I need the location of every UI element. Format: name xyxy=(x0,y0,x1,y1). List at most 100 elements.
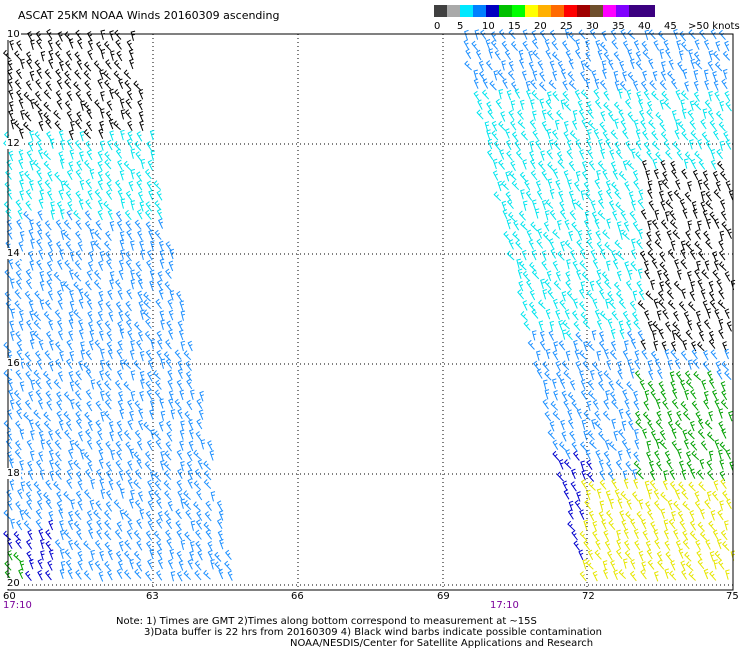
wind-barb xyxy=(708,410,713,422)
wind-barb xyxy=(136,518,143,529)
wind-barb xyxy=(139,508,145,520)
wind-barb xyxy=(619,510,625,521)
wind-barb xyxy=(703,69,709,80)
wind-barb xyxy=(589,280,595,292)
wind-barb xyxy=(592,530,599,541)
wind-barb xyxy=(610,560,616,571)
wind-barb xyxy=(16,40,23,51)
wind-barb xyxy=(708,290,715,301)
wind-barb xyxy=(103,70,111,80)
wind-barb xyxy=(689,249,696,260)
wind-barb xyxy=(592,570,598,582)
wind-barb xyxy=(590,249,597,260)
wind-barb xyxy=(618,569,627,580)
wind-barb xyxy=(44,299,52,311)
wind-barb xyxy=(683,158,689,169)
wind-barb xyxy=(147,479,153,491)
wind-barb xyxy=(108,118,114,130)
wind-barb xyxy=(647,188,653,199)
wind-barb xyxy=(214,561,222,572)
wind-barb xyxy=(510,120,517,131)
wind-barb xyxy=(614,141,621,152)
wind-barb xyxy=(586,100,593,112)
wind-barb xyxy=(15,199,23,210)
wind-barb xyxy=(627,330,634,341)
wind-barb xyxy=(704,79,709,91)
wind-barb xyxy=(602,410,611,421)
wind-barb xyxy=(685,450,692,462)
wind-barb xyxy=(129,349,135,361)
wind-barb xyxy=(108,421,114,432)
wind-barb xyxy=(16,349,23,360)
wind-barb xyxy=(24,111,32,122)
wind-barb xyxy=(688,49,693,60)
wind-barb xyxy=(18,241,24,252)
wind-barb xyxy=(165,529,172,540)
wind-barb xyxy=(517,268,523,279)
wind-barb xyxy=(649,479,657,490)
wind-barb xyxy=(608,441,617,451)
wind-barb xyxy=(688,139,694,150)
wind-barb xyxy=(694,150,702,161)
wind-barb xyxy=(545,348,551,360)
wind-barb xyxy=(491,130,499,141)
wind-barb xyxy=(198,409,204,420)
wind-barb xyxy=(54,460,62,471)
wind-barb xyxy=(619,60,625,72)
wind-barb xyxy=(691,340,697,352)
wind-barb xyxy=(154,229,162,240)
wind-barb xyxy=(634,540,641,551)
wind-barb xyxy=(16,408,23,420)
wind-barb xyxy=(56,500,63,512)
wind-barb xyxy=(650,279,655,291)
wind-barb xyxy=(630,338,637,349)
wind-barb xyxy=(694,39,700,50)
wind-barb xyxy=(603,370,612,380)
wind-barb xyxy=(657,290,665,301)
wind-barb xyxy=(624,398,630,410)
wind-barb xyxy=(552,91,560,102)
wind-barb xyxy=(549,209,557,221)
wind-barb xyxy=(130,340,135,351)
wind-barb xyxy=(478,60,484,72)
wind-barb xyxy=(37,148,43,160)
wind-barb xyxy=(594,420,603,431)
wind-barb xyxy=(113,59,122,70)
wind-barb xyxy=(193,501,201,511)
wind-barb xyxy=(573,540,580,551)
wind-barb xyxy=(691,450,700,461)
wind-barb xyxy=(125,469,133,480)
wind-barb xyxy=(165,241,172,252)
wind-barb xyxy=(9,458,14,469)
wind-barb xyxy=(630,238,636,249)
wind-barb xyxy=(705,191,712,202)
wind-barb xyxy=(124,569,132,580)
wind-barb xyxy=(15,331,22,342)
wind-barb xyxy=(136,339,143,351)
wind-barb xyxy=(686,460,693,472)
wind-barb xyxy=(589,369,595,381)
wind-barb xyxy=(642,428,647,439)
wind-barb xyxy=(554,119,560,130)
wind-barb xyxy=(134,429,142,441)
wind-barb xyxy=(136,179,143,191)
wind-barb xyxy=(693,100,702,111)
wind-barb xyxy=(14,449,22,460)
wind-barb xyxy=(531,249,537,261)
wind-barb xyxy=(565,49,572,61)
wind-barb xyxy=(622,349,629,360)
wind-barb xyxy=(78,328,84,340)
wind-barb xyxy=(38,528,44,540)
wind-barb xyxy=(694,268,701,280)
wind-barb xyxy=(9,39,14,51)
wind-barb xyxy=(75,230,82,241)
wind-barb xyxy=(722,68,728,80)
wind-barb xyxy=(486,101,493,112)
wind-barb xyxy=(25,480,33,492)
wind-barb xyxy=(557,250,565,261)
wind-barb xyxy=(55,358,62,370)
wind-barb xyxy=(187,469,193,480)
wind-barb xyxy=(104,370,112,381)
wind-barb xyxy=(508,239,514,250)
wind-barb xyxy=(48,319,54,331)
